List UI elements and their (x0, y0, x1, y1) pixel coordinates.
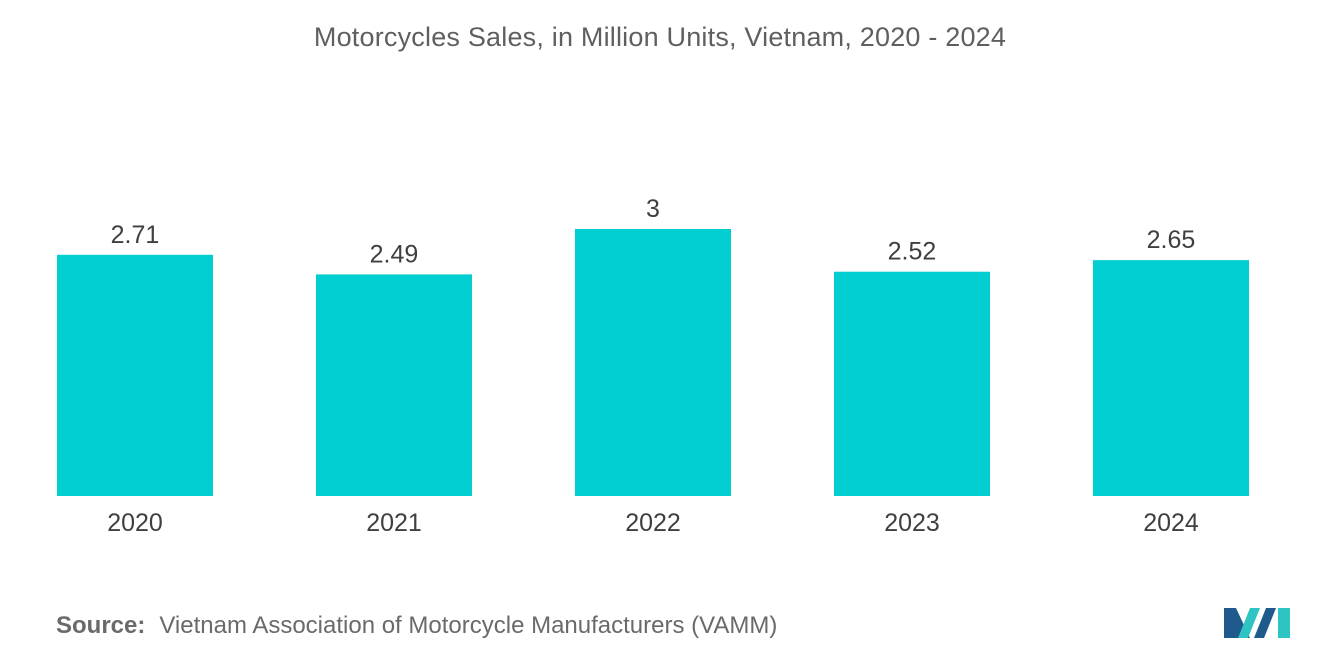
x-tick-label-2024: 2024 (1143, 509, 1199, 537)
bar-2022 (575, 229, 731, 496)
value-label-2022: 3 (646, 195, 660, 223)
value-label-2023: 2.52 (888, 238, 937, 266)
bar-2024 (1093, 260, 1249, 496)
value-labels-group: 2.71 2.49 3 2.52 2.65 (111, 195, 1196, 268)
source-text: Vietnam Association of Motorcycle Manufa… (159, 612, 778, 639)
x-tick-label-2020: 2020 (107, 509, 163, 537)
bar-2021 (316, 274, 472, 496)
mordor-intelligence-logo-icon (1224, 608, 1290, 638)
value-label-2024: 2.65 (1147, 226, 1196, 254)
chart-title: Motorcycles Sales, in Million Units, Vie… (313, 22, 1007, 52)
source-note: Source: Vietnam Association of Motorcycle… (56, 612, 777, 640)
value-label-2021: 2.49 (370, 240, 419, 268)
value-label-2020: 2.71 (111, 221, 160, 249)
x-tick-label-2021: 2021 (366, 509, 422, 537)
bar-2023 (834, 271, 990, 496)
bars-group (57, 229, 1249, 496)
x-axis-tick-labels: 2020 2021 2022 2023 2024 (107, 509, 1199, 537)
source-label: Source: (56, 612, 146, 639)
x-tick-label-2023: 2023 (884, 509, 940, 537)
bar-2020 (57, 254, 213, 496)
x-tick-label-2022: 2022 (625, 509, 681, 537)
